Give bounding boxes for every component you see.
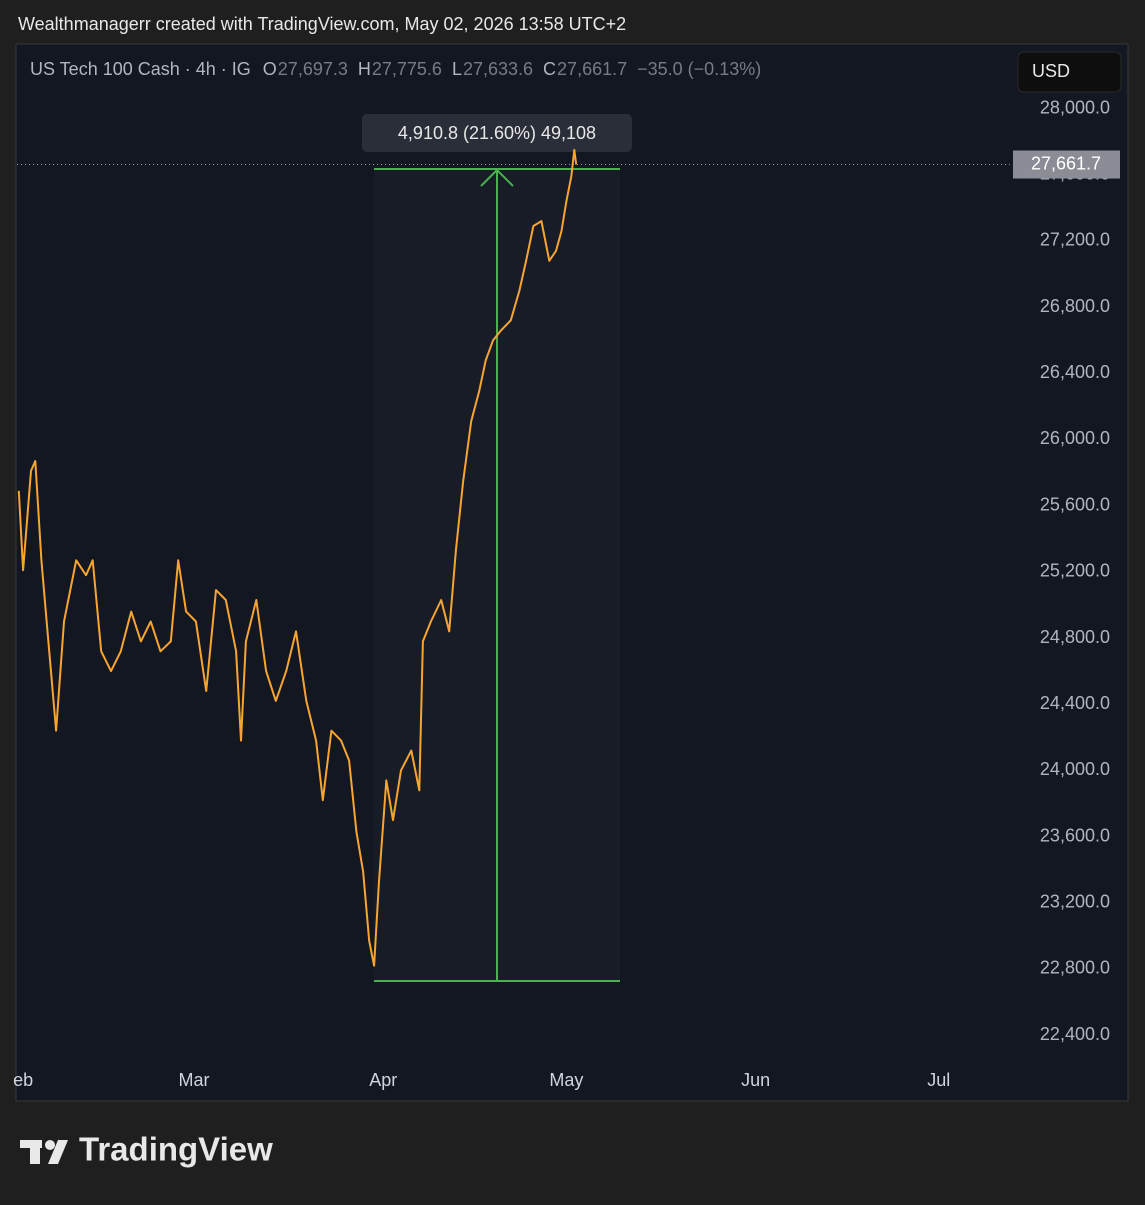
y-tick-label: 24,800.0	[1040, 627, 1110, 647]
measure-arrowhead	[480, 168, 514, 187]
x-tick-label: Jun	[741, 1070, 770, 1090]
logo-stem	[30, 1140, 40, 1164]
y-tick-label: 25,200.0	[1040, 561, 1110, 581]
last-price-box	[1013, 150, 1120, 179]
y-tick-label: 22,800.0	[1040, 958, 1110, 978]
x-tick-label: May	[549, 1070, 583, 1090]
y-tick-label: 23,600.0	[1040, 825, 1110, 845]
y-tick-label: 24,000.0	[1040, 759, 1110, 779]
ohlc-key: O	[263, 59, 277, 79]
logo-icon	[20, 1140, 68, 1164]
y-tick-label: 25,600.0	[1040, 494, 1110, 514]
ohlc-value: 27,697.3	[278, 59, 348, 79]
currency-button[interactable]	[1017, 51, 1122, 93]
ohlc-value: 27,775.6	[372, 59, 442, 79]
caption: Wealthmanagerr created with TradingView.…	[18, 14, 626, 34]
ohlc-key: L	[452, 59, 462, 79]
x-tick-label: Mar	[179, 1070, 210, 1090]
logo-slash	[48, 1140, 68, 1164]
symbol-title: US Tech 100 Cash · 4h · IG	[30, 59, 251, 79]
price-line	[17, 148, 578, 967]
y-tick-label: 23,200.0	[1040, 892, 1110, 912]
y-tick-label: 26,000.0	[1040, 428, 1110, 448]
logo-text: TradingView	[79, 1131, 273, 1168]
currency[interactable]: USD	[1032, 61, 1070, 81]
y-tick-label: 22,400.0	[1040, 1024, 1110, 1044]
last-price-label: 27,661.7	[1031, 153, 1101, 173]
ohlc-value: 27,661.7	[557, 59, 627, 79]
x-tick-label: Jul	[927, 1070, 950, 1090]
measure-label-box	[362, 114, 632, 152]
ohlc-value: 27,633.6	[463, 59, 533, 79]
y-tick-label: 27,200.0	[1040, 230, 1110, 250]
y-tick-label: 28,000.0	[1040, 97, 1110, 117]
ohlc-change: −35.0 (−0.13%)	[637, 59, 761, 79]
y-tick-label: 24,400.0	[1040, 693, 1110, 713]
ohlc-key: C	[543, 59, 556, 79]
ohlc-key: H	[358, 59, 371, 79]
y-tick-label: 26,800.0	[1040, 296, 1110, 316]
y-tick-label: 26,400.0	[1040, 362, 1110, 382]
x-tick-label: Apr	[369, 1070, 397, 1090]
x-tick-label: eb	[13, 1070, 33, 1090]
logo-dot	[45, 1140, 55, 1150]
measure-label: 4,910.8 (21.60%) 49,108	[398, 123, 596, 143]
